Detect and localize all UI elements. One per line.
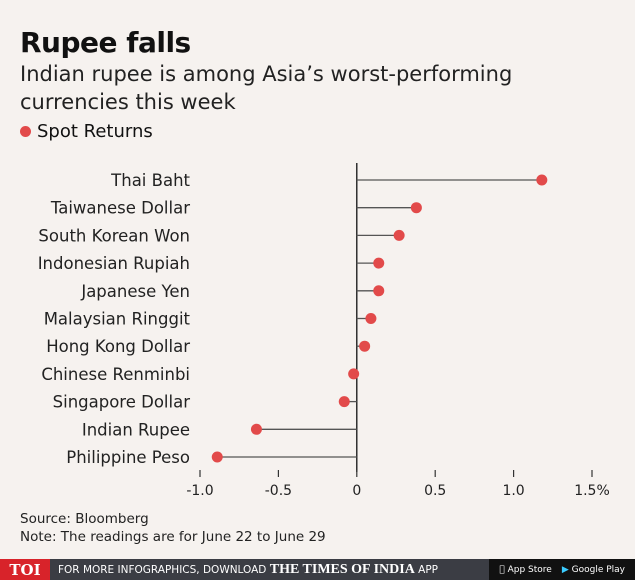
category-label: Philippine Peso xyxy=(66,448,190,467)
data-point xyxy=(359,340,371,352)
toi-logo: TOI xyxy=(0,559,50,580)
category-label: Thai Baht xyxy=(110,171,190,190)
source-note: Source: Bloomberg xyxy=(20,511,149,527)
app-store-button[interactable]:  App Store xyxy=(499,565,552,575)
legend-label: Spot Returns xyxy=(37,121,153,142)
data-point xyxy=(410,202,422,214)
data-point xyxy=(373,257,385,269)
data-point xyxy=(393,229,405,241)
footer-banner[interactable]: TOI FOR MORE INFOGRAPHICS, DOWNLOAD THE … xyxy=(0,559,635,580)
data-point xyxy=(338,396,350,408)
data-point xyxy=(536,174,548,186)
footer-promo: FOR MORE INFOGRAPHICS, DOWNLOAD xyxy=(58,563,267,576)
footer-brand: THE TIMES OF INDIA xyxy=(269,561,415,577)
x-tick-label: 1.5% xyxy=(574,483,610,499)
google-play-label: Google Play xyxy=(571,564,625,575)
footer-app: APP xyxy=(418,563,439,576)
x-tick-label: -0.5 xyxy=(265,483,292,499)
data-point xyxy=(365,313,377,324)
google-play-button[interactable]: ▶ Google Play xyxy=(562,565,625,575)
chart-subtitle: Indian rupee is among Asia’s worst-perfo… xyxy=(20,62,513,114)
readings-note: Note: The readings are for June 22 to Ju… xyxy=(20,529,326,545)
x-tick-label: 0 xyxy=(352,483,361,499)
data-point xyxy=(373,285,385,297)
x-tick-label: 0.5 xyxy=(424,483,446,499)
category-label: Taiwanese Dollar xyxy=(50,199,190,218)
category-label: Indonesian Rupiah xyxy=(38,254,190,273)
data-point xyxy=(250,423,262,435)
chart-title: Rupee falls xyxy=(20,26,191,59)
legend-dot-icon xyxy=(20,126,31,137)
apple-icon:  xyxy=(499,565,504,575)
category-label: Indian Rupee xyxy=(82,420,190,439)
store-badges:  App Store ▶ Google Play xyxy=(489,559,635,580)
x-tick-label: 1.0 xyxy=(502,483,524,499)
category-label: Chinese Renminbi xyxy=(41,365,190,384)
category-label: Malaysian Ringgit xyxy=(44,310,191,329)
app-store-label: App Store xyxy=(507,564,552,575)
x-tick-label: -1.0 xyxy=(186,483,213,499)
lollipop-chart: Thai Baht Taiwanese Dollar South Korean Wo… xyxy=(38,163,610,499)
data-point xyxy=(211,451,223,463)
category-label: Hong Kong Dollar xyxy=(46,337,190,356)
legend: Spot Returns xyxy=(20,121,153,142)
category-label: South Korean Won xyxy=(38,226,190,245)
play-icon: ▶ xyxy=(561,564,569,575)
footer-text: FOR MORE INFOGRAPHICS, DOWNLOAD THE TIME… xyxy=(58,562,438,578)
data-point xyxy=(348,368,360,380)
category-label: Japanese Yen xyxy=(80,282,190,301)
category-label: Singapore Dollar xyxy=(53,393,191,412)
